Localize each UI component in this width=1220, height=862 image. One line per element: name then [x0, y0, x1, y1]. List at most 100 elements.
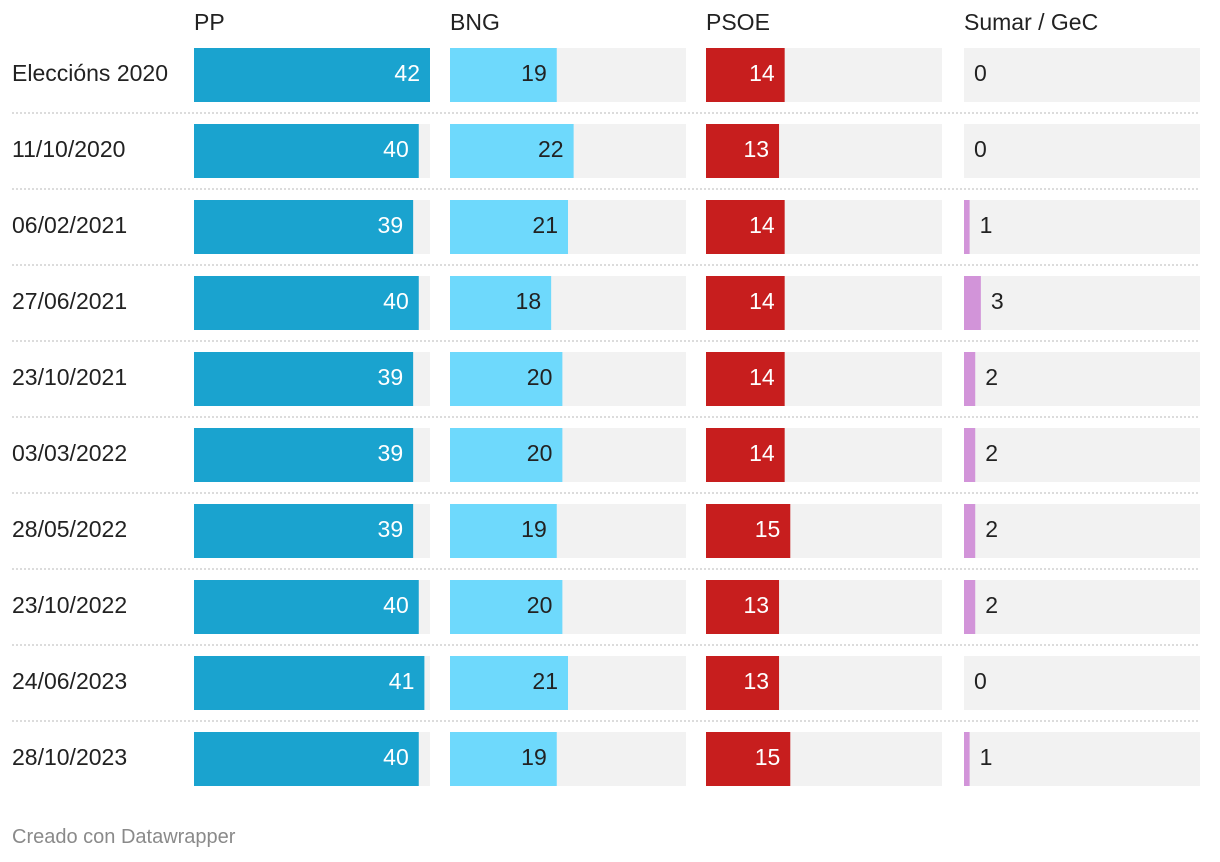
- bar: [194, 124, 419, 178]
- bar: [706, 732, 791, 786]
- row-label: 23/10/2021: [12, 364, 127, 390]
- bar: [194, 732, 419, 786]
- value-label: 39: [378, 516, 404, 542]
- bar-track: [964, 580, 1200, 634]
- row-label: 11/10/2020: [12, 136, 125, 162]
- value-label: 19: [521, 516, 547, 542]
- value-label: 19: [521, 744, 547, 770]
- value-label: 40: [383, 744, 409, 770]
- value-label: 42: [394, 60, 420, 86]
- bar: [964, 352, 976, 406]
- bar: [964, 428, 976, 482]
- bar: [706, 200, 785, 254]
- bar: [194, 580, 419, 634]
- bar: [706, 352, 785, 406]
- value-label: 41: [389, 668, 415, 694]
- value-label: 15: [755, 744, 781, 770]
- bar: [706, 124, 780, 178]
- value-label: 40: [383, 288, 409, 314]
- row-label: 06/02/2021: [12, 212, 127, 238]
- row-label: 28/05/2022: [12, 516, 127, 542]
- bar: [450, 656, 568, 710]
- value-label: 20: [527, 364, 553, 390]
- bar: [194, 48, 430, 102]
- bar: [706, 48, 785, 102]
- bar: [450, 48, 557, 102]
- bar-track: [964, 48, 1200, 102]
- bar: [964, 200, 970, 254]
- bar-track: [964, 352, 1200, 406]
- row-label: 23/10/2022: [12, 592, 127, 618]
- bar: [706, 276, 785, 330]
- value-label: 0: [974, 60, 987, 86]
- row-label: 03/03/2022: [12, 440, 127, 466]
- bar: [450, 200, 568, 254]
- bar-track: [964, 656, 1200, 710]
- value-label: 13: [743, 592, 769, 618]
- value-label: 15: [755, 516, 781, 542]
- bar: [450, 352, 563, 406]
- bar: [706, 580, 780, 634]
- bar: [964, 504, 976, 558]
- value-label: 3: [991, 288, 1004, 314]
- bar: [450, 504, 557, 558]
- bar-track: [964, 428, 1200, 482]
- value-label: 2: [985, 592, 998, 618]
- bar: [706, 656, 780, 710]
- bar: [964, 732, 970, 786]
- row-label: 28/10/2023: [12, 744, 127, 770]
- value-label: 13: [743, 136, 769, 162]
- bar: [194, 428, 414, 482]
- bar: [450, 732, 557, 786]
- value-label: 40: [383, 136, 409, 162]
- value-label: 14: [749, 212, 775, 238]
- value-label: 14: [749, 288, 775, 314]
- bar: [964, 276, 981, 330]
- column-header: PSOE: [706, 9, 770, 35]
- value-label: 20: [527, 440, 553, 466]
- bar-track: [964, 124, 1200, 178]
- value-label: 40: [383, 592, 409, 618]
- footer-credit: Creado con Datawrapper: [12, 826, 236, 848]
- bar: [450, 428, 563, 482]
- value-label: 2: [985, 516, 998, 542]
- row-label: 27/06/2021: [12, 288, 127, 314]
- column-header: Sumar / GeC: [964, 9, 1098, 35]
- value-label: 0: [974, 136, 987, 162]
- value-label: 1: [980, 744, 993, 770]
- bar: [194, 200, 414, 254]
- bar: [964, 580, 976, 634]
- value-label: 14: [749, 364, 775, 390]
- bar-track: [964, 504, 1200, 558]
- value-label: 21: [532, 668, 558, 694]
- value-label: 14: [749, 60, 775, 86]
- bar: [706, 504, 791, 558]
- bar: [450, 580, 563, 634]
- bar: [450, 124, 574, 178]
- value-label: 39: [378, 440, 404, 466]
- bar-track: [964, 200, 1200, 254]
- value-label: 39: [378, 212, 404, 238]
- bar: [194, 656, 425, 710]
- value-label: 21: [532, 212, 558, 238]
- row-label: 24/06/2023: [12, 668, 127, 694]
- column-header: PP: [194, 9, 225, 35]
- value-label: 19: [521, 60, 547, 86]
- value-label: 18: [516, 288, 542, 314]
- value-label: 2: [985, 364, 998, 390]
- bar: [194, 276, 419, 330]
- bar: [706, 428, 785, 482]
- value-label: 39: [378, 364, 404, 390]
- value-label: 1: [980, 212, 993, 238]
- value-label: 0: [974, 668, 987, 694]
- bar-track: [964, 276, 1200, 330]
- bar: [450, 276, 552, 330]
- bar: [194, 504, 414, 558]
- value-label: 2: [985, 440, 998, 466]
- value-label: 22: [538, 136, 564, 162]
- value-label: 14: [749, 440, 775, 466]
- value-label: 13: [743, 668, 769, 694]
- value-label: 20: [527, 592, 553, 618]
- row-label: Eleccións 2020: [12, 60, 168, 86]
